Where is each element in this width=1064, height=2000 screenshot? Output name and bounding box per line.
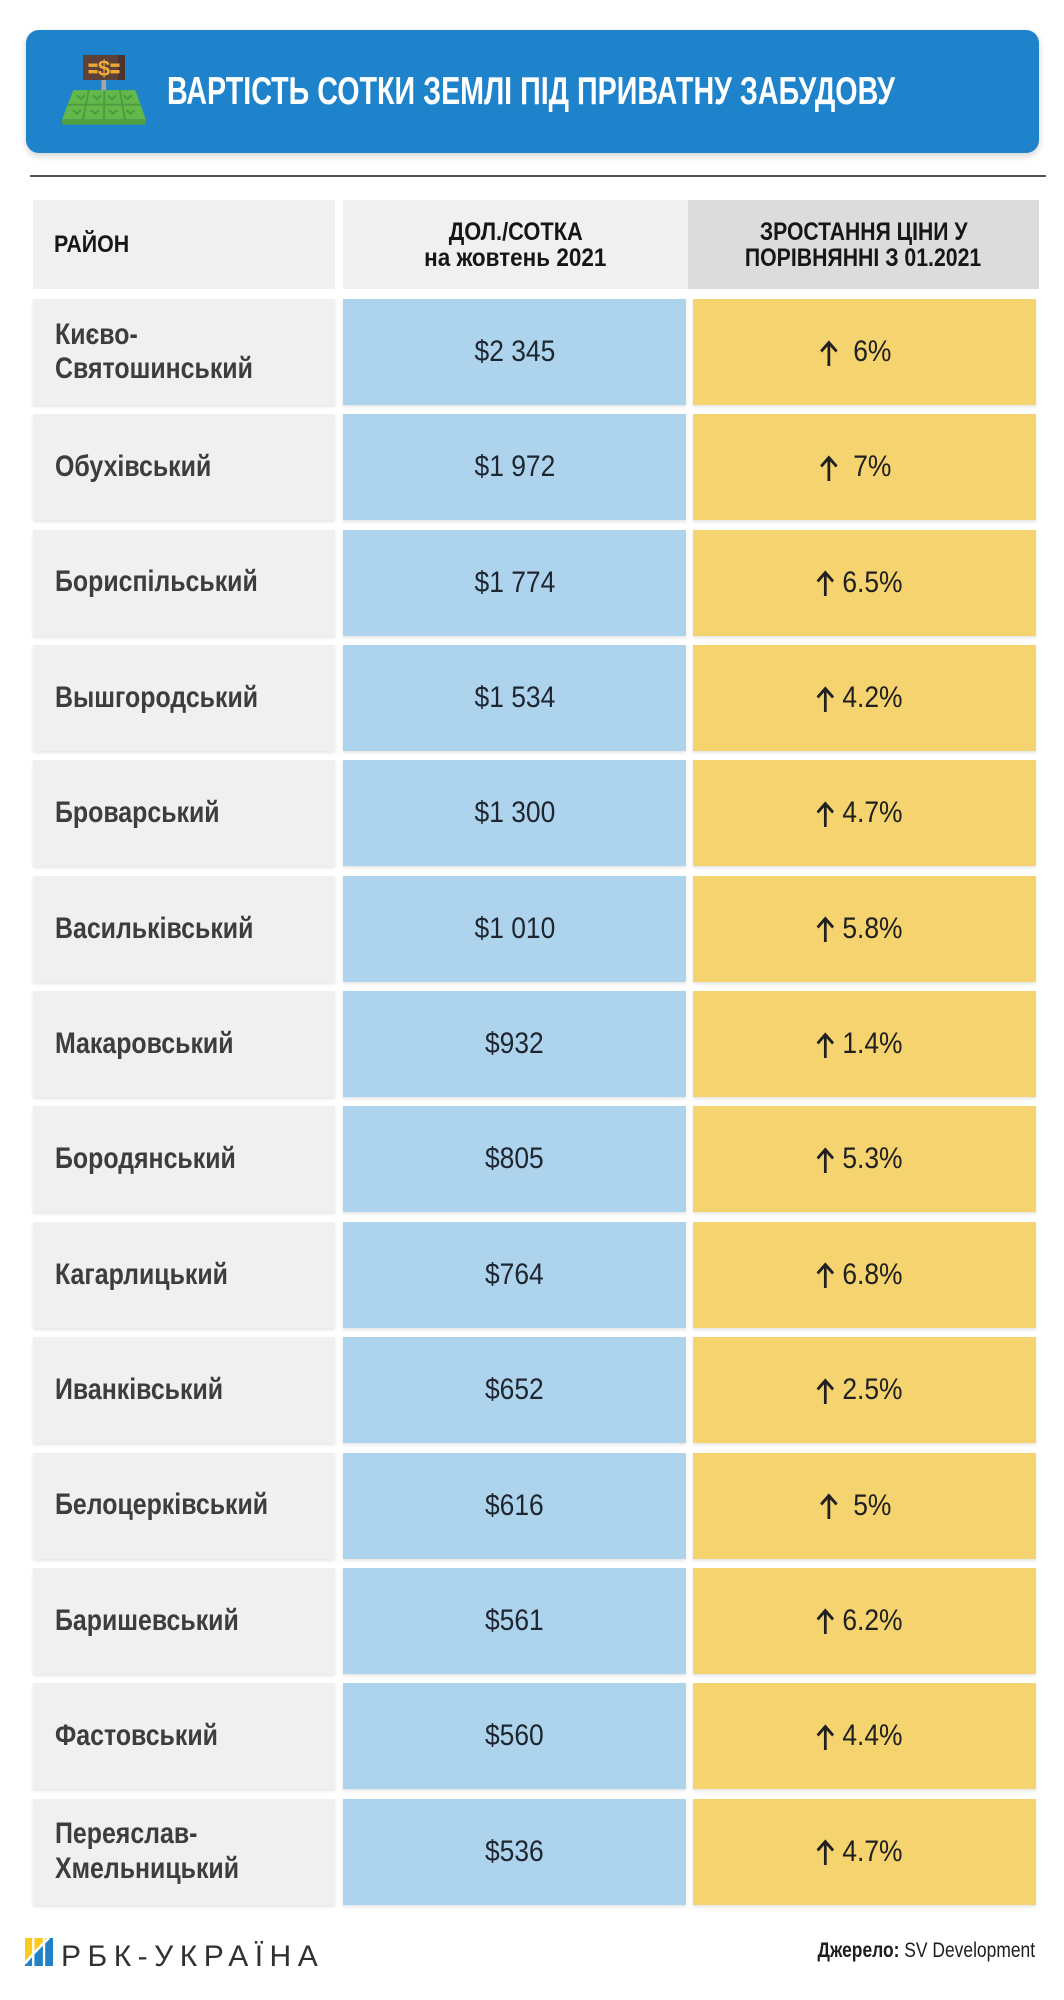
svg-text:$: $ xyxy=(98,56,110,81)
